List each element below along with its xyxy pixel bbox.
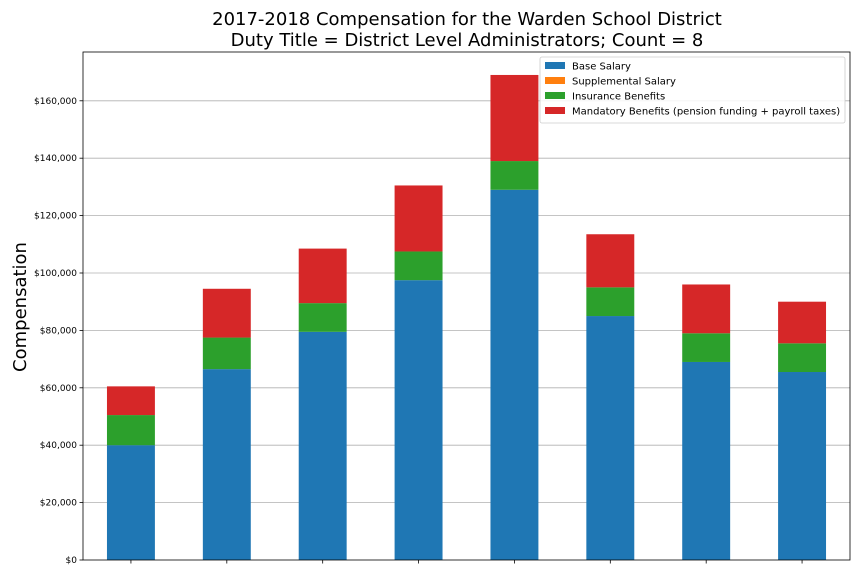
y-tick-label: $140,000 [34, 154, 77, 164]
bar-segment-4-category-1 [106, 386, 155, 416]
legend-swatch [545, 107, 565, 114]
bar-segment-1-category-8 [778, 372, 827, 560]
y-tick-label: $20,000 [40, 499, 77, 509]
bar-segment-4-category-7 [682, 284, 731, 334]
bar-segment-4-category-6 [586, 234, 635, 288]
legend-entry-label: Insurance Benefits [572, 92, 665, 103]
bar-segment-4-category-2 [202, 288, 251, 338]
bar-segment-3-category-8 [778, 343, 827, 373]
chart-subtitle: Duty Title = District Level Administrato… [231, 30, 704, 51]
plot-frame [82, 51, 851, 561]
bar-segment-4-category-8 [778, 301, 827, 344]
bar-segment-1-category-5 [490, 189, 539, 561]
legend-entry-label: Base Salary [572, 62, 631, 73]
legend-swatch [545, 62, 565, 69]
bar-segment-1-category-3 [298, 331, 347, 560]
axis-layer: $0 $20,000 $40,000 $60,000 $80,000 $100,000 $1… [34, 51, 851, 566]
bar-segment-3-category-6 [586, 287, 635, 317]
legend-entry-label: Supplemental Salary [572, 77, 676, 88]
y-axis-label: Compensation [10, 242, 31, 372]
bar-segment-3-category-7 [682, 333, 731, 362]
bar-segment-4-category-4 [394, 185, 443, 252]
legend-swatch [545, 92, 565, 99]
bar-segment-1-category-6 [586, 316, 635, 560]
y-tick-label: $80,000 [40, 326, 77, 336]
bar-segment-3-category-4 [394, 251, 443, 281]
bar-layer [106, 74, 827, 561]
bar-segment-4-category-5 [490, 74, 539, 162]
bar-segment-3-category-2 [202, 337, 251, 370]
bar-segment-1-category-7 [682, 361, 731, 560]
legend-entry-label: Mandatory Benefits (pension funding + pa… [572, 107, 840, 118]
y-tick-label: $60,000 [40, 384, 77, 394]
bar-segment-3-category-3 [298, 303, 347, 332]
legend-swatch [545, 77, 565, 84]
bar-segment-3-category-5 [490, 161, 539, 190]
chart-title: 2017-2018 Compensation for the Warden Sc… [212, 9, 722, 30]
y-tick-label: $120,000 [34, 212, 77, 222]
bar-segment-1-category-1 [106, 445, 155, 560]
legend-box [539, 56, 846, 124]
y-tick-label: $0 [66, 556, 78, 566]
bar-segment-1-category-4 [394, 280, 443, 560]
bar-segment-3-category-1 [106, 415, 155, 446]
bar-segment-1-category-2 [202, 369, 251, 560]
y-tick-label: $40,000 [40, 441, 77, 451]
legend: Base Salary Supplemental Salary Insurance … [539, 56, 846, 124]
y-tick-label: $100,000 [34, 269, 77, 279]
grid-layer [83, 100, 850, 503]
y-tick-label: $160,000 [34, 97, 77, 107]
bar-segment-4-category-3 [298, 248, 347, 304]
